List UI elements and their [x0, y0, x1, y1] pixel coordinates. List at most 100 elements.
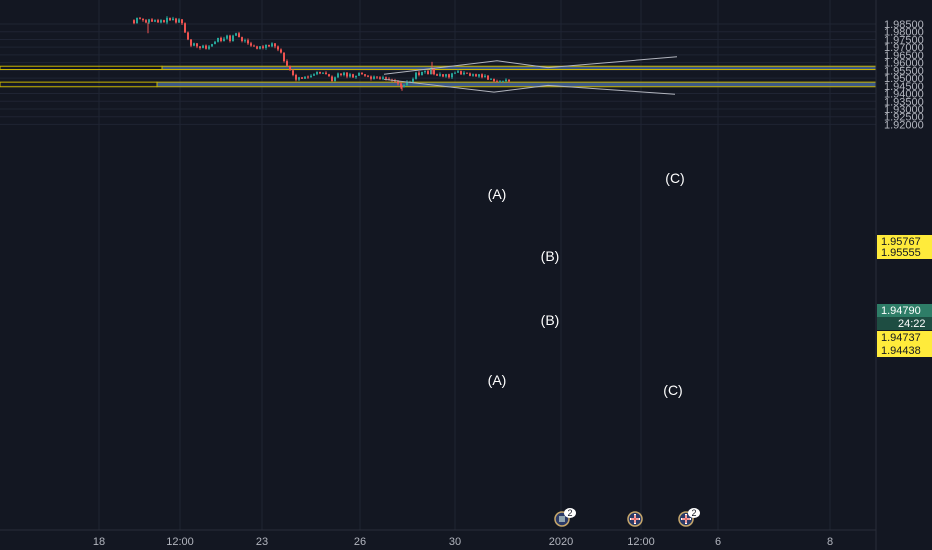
candle-bullish — [505, 79, 507, 82]
candle-bearish — [145, 20, 147, 23]
wave-up-path[interactable] — [383, 56, 678, 75]
lower-support-zone-extension — [0, 81, 158, 88]
price-tag-level: 1.94438 — [881, 345, 921, 357]
candle-bullish — [403, 85, 405, 88]
candle-bearish — [196, 43, 198, 47]
time-tick-label: 2020 — [549, 536, 573, 548]
candle-bearish — [388, 78, 390, 80]
candle-bearish — [169, 17, 171, 21]
candle-bearish — [175, 18, 177, 23]
candle-bearish — [370, 76, 372, 79]
candle-bullish — [271, 43, 273, 47]
candle-bearish — [400, 83, 402, 88]
candle-bearish — [325, 72, 327, 75]
time-tick-label: 6 — [715, 536, 721, 548]
time-tick-label: 26 — [354, 536, 366, 548]
candle-bullish — [172, 18, 174, 21]
candle-bullish — [136, 17, 138, 24]
candle-bearish — [469, 73, 471, 76]
candle-bearish — [466, 72, 468, 74]
candle-bullish — [355, 75, 357, 78]
candle-bearish — [247, 40, 249, 44]
candle-bullish — [214, 41, 216, 45]
candle-bearish — [157, 20, 159, 23]
price-axis: 1.985001.980001.975001.970001.965001.960… — [884, 19, 924, 131]
candle-bearish — [364, 74, 366, 76]
candle-bearish — [436, 74, 438, 76]
candle-bullish — [208, 46, 210, 49]
candle-bullish — [424, 71, 426, 73]
candle-bullish — [421, 71, 423, 75]
candle-bullish — [451, 73, 453, 78]
price-tag-level: 1.95767 — [881, 236, 921, 248]
price-axis-panel[interactable] — [876, 0, 932, 550]
candle-bullish — [313, 74, 315, 76]
candle-bearish — [442, 74, 444, 77]
candle-bullish — [310, 75, 312, 78]
calendar-glyph — [559, 516, 565, 522]
candle-bullish — [202, 45, 204, 48]
candle-bullish — [382, 77, 384, 79]
candle-bearish — [151, 19, 153, 22]
candle-bearish — [508, 79, 510, 82]
candle-bearish — [256, 46, 258, 49]
candle-bearish — [319, 71, 321, 74]
candle-bullish — [463, 72, 465, 75]
candle-bearish — [220, 37, 222, 41]
candle-bullish — [349, 74, 351, 77]
candle-bearish — [139, 17, 141, 19]
candle-bullish — [454, 72, 456, 74]
candle-bullish — [406, 81, 408, 86]
candle-bearish — [379, 77, 381, 79]
candle-bullish — [457, 71, 459, 73]
candle-bullish — [193, 43, 195, 46]
price-tick-label: 1.98000 — [884, 27, 924, 39]
time-axis: 18 12:00 23 26 30 2020 12:00 6 8 — [0, 529, 876, 548]
candle-bearish — [307, 76, 309, 78]
price-tick-label: 1.95500 — [884, 65, 924, 77]
upper-resistance-zone — [161, 65, 877, 71]
wave-up-label: (C) — [665, 170, 684, 186]
event-badge — [564, 508, 576, 518]
price-tick-label: 1.98500 — [884, 19, 924, 31]
wave-down-label: (B) — [541, 312, 560, 328]
candle-bearish — [328, 74, 330, 77]
candle-bullish — [445, 74, 447, 77]
time-tick-label: 30 — [449, 536, 461, 548]
candle-bearish — [433, 68, 435, 75]
candle-bearish — [487, 75, 489, 80]
price-tick-label: 1.97500 — [884, 34, 924, 46]
candle-bullish — [211, 44, 213, 47]
price-tick-label: 1.97000 — [884, 42, 924, 54]
candle-bullish — [358, 72, 360, 76]
price-tag-level-bg — [877, 235, 932, 248]
time-tick-label: 12:00 — [166, 536, 194, 548]
lower-support-zone — [156, 81, 877, 88]
candle-bearish — [253, 45, 255, 47]
candle-bullish — [217, 37, 219, 42]
price-tag-level-bg — [877, 344, 932, 357]
candle-bullish — [265, 44, 267, 48]
candle-bearish — [229, 35, 231, 41]
candle-bullish — [322, 72, 324, 74]
candle-bullish — [259, 46, 261, 49]
candle-bearish — [283, 52, 285, 62]
candle-bearish — [346, 72, 348, 77]
candle-bearish — [397, 81, 399, 84]
candle-bullish — [244, 40, 246, 42]
event-badge-count: 2 — [691, 508, 696, 518]
wave-down-path[interactable] — [383, 78, 676, 95]
candle-bullish — [160, 20, 162, 23]
candle-bullish — [178, 19, 180, 23]
candle-bearish — [133, 20, 135, 24]
candle-bearish — [289, 65, 291, 71]
candle-bearish — [460, 71, 462, 75]
price-tick-label: 1.95000 — [884, 73, 924, 85]
candle-bullish — [232, 35, 234, 41]
upper-resistance-zone-extension — [0, 65, 163, 71]
price-tag-level-bg — [877, 331, 932, 344]
candle-bullish — [226, 35, 228, 39]
